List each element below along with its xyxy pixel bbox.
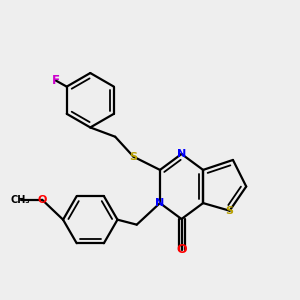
Text: S: S xyxy=(226,206,234,216)
Text: N: N xyxy=(177,149,186,159)
Text: CH₃: CH₃ xyxy=(11,195,30,205)
Text: S: S xyxy=(129,152,137,162)
Text: N: N xyxy=(155,198,165,208)
Text: O: O xyxy=(176,243,187,256)
Text: O: O xyxy=(38,195,47,205)
Text: F: F xyxy=(51,74,59,87)
